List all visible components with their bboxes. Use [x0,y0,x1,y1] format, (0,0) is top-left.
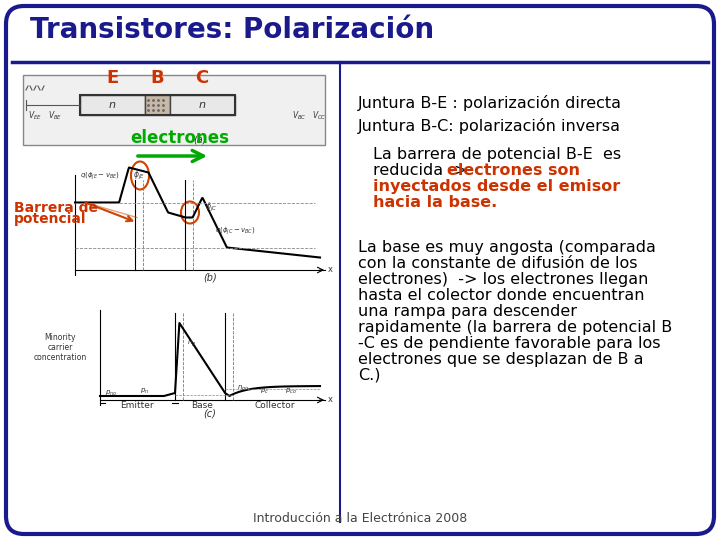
Text: Minority
carrier
concentration: Minority carrier concentration [33,333,86,362]
Bar [80,95,145,115]
Text: Juntura B-E : polarización directa: Juntura B-E : polarización directa [358,95,622,111]
Text: $V_{BE}$: $V_{BE}$ [48,109,62,122]
FancyBboxPatch shape [6,6,714,534]
Text: (a): (a) [193,134,207,144]
Text: una rampa para descender: una rampa para descender [358,304,577,319]
Text: $q(\phi_{jC}-v_{BC})$: $q(\phi_{jC}-v_{BC})$ [215,225,256,237]
Text: $n_p$: $n_p$ [187,339,197,349]
Text: hacia la base.: hacia la base. [373,195,498,210]
Text: n: n [199,100,205,110]
Bar [170,95,235,115]
Text: Introducción a la Electrónica 2008: Introducción a la Electrónica 2008 [253,511,467,524]
Text: $p_{co}$: $p_{co}$ [285,387,297,396]
Text: Collector: Collector [255,401,295,410]
Text: La barrera de potencial B-E  es: La barrera de potencial B-E es [373,147,621,162]
Text: electrones: electrones [130,129,229,147]
Text: B: B [150,69,164,87]
Text: electrones son: electrones son [447,163,580,178]
Text: n: n [109,100,115,110]
Text: -C es de pendiente favorable para los: -C es de pendiente favorable para los [358,336,660,351]
Text: $p_c$: $p_c$ [260,387,269,396]
Text: rapidamente (la barrera de potencial B: rapidamente (la barrera de potencial B [358,320,672,335]
Text: $V_{EE}$: $V_{EE}$ [28,109,42,122]
Text: Juntura B-C: polarización inversa: Juntura B-C: polarización inversa [358,118,621,134]
Text: $p_n$: $p_n$ [140,387,149,396]
Text: x: x [328,266,333,274]
Text: $q(\phi_{jE}-v_{BE})$: $q(\phi_{jE}-v_{BE})$ [80,171,120,182]
Text: electrones que se desplazan de B a: electrones que se desplazan de B a [358,352,644,367]
Text: $\phi_{jE}$: $\phi_{jE}$ [133,170,145,183]
Bar [23,75,325,145]
Text: Transistores: Polarización: Transistores: Polarización [30,16,434,44]
Text: reducida ->: reducida -> [373,163,472,178]
Bar [80,95,235,115]
Text: La base es muy angosta (comparada: La base es muy angosta (comparada [358,240,656,255]
Text: Base: Base [191,401,213,410]
Text: E: E [106,69,118,87]
Text: $V_{CC}$: $V_{CC}$ [312,109,327,122]
Bar [145,95,170,115]
Text: $p_{no}$: $p_{no}$ [105,389,117,398]
Text: Emitter: Emitter [120,401,154,410]
Text: electrones)  -> los electrones llegan: electrones) -> los electrones llegan [358,272,649,287]
Text: con la constante de difusión de los: con la constante de difusión de los [358,256,637,271]
Text: C: C [195,69,209,87]
Text: hasta el colector donde encuentran: hasta el colector donde encuentran [358,288,644,303]
Text: (b): (b) [203,272,217,282]
Text: inyectados desde el emisor: inyectados desde el emisor [373,179,620,194]
Text: potencial: potencial [14,213,86,226]
Text: Barrera de: Barrera de [14,200,98,214]
Text: $n_{po}$: $n_{po}$ [237,384,249,394]
Text: C.): C.) [358,368,380,383]
Text: (c): (c) [204,409,217,419]
Text: $\phi_{jC}$: $\phi_{jC}$ [205,201,217,214]
Text: x: x [328,395,333,404]
Text: $V_{BC}$: $V_{BC}$ [292,109,307,122]
